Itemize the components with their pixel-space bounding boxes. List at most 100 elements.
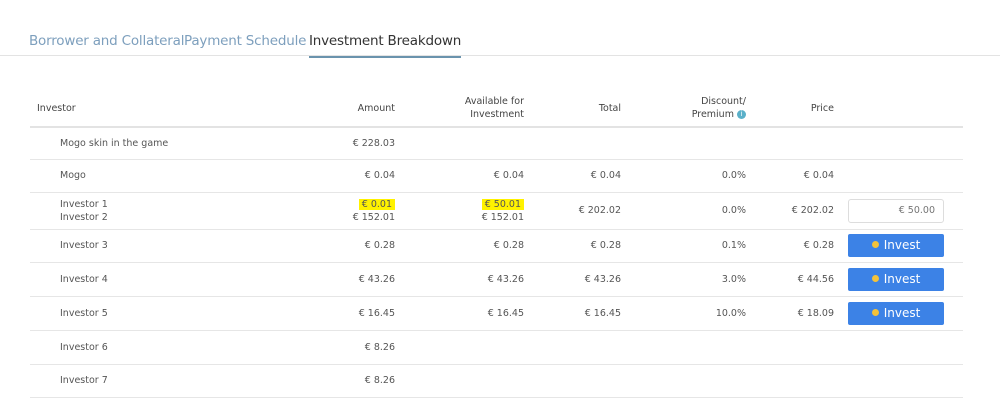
total-cell: € 0.04 <box>525 159 622 193</box>
action-cell: Invest <box>847 262 963 297</box>
price-cell <box>747 127 847 160</box>
invest-label: Invest <box>883 271 921 286</box>
header-price: Price <box>747 90 847 128</box>
investor-cell-value: Mogo skin in the game <box>60 137 169 149</box>
discount-cell <box>622 330 747 365</box>
amount-cell: € 228.03 <box>230 127 396 160</box>
available-cell-value: € 152.01 <box>481 211 524 223</box>
action-cell <box>847 127 963 160</box>
discount-cell <box>622 364 747 398</box>
total-cell: € 43.26 <box>525 262 622 297</box>
invest-button[interactable]: Invest <box>848 234 944 257</box>
tab-investment-breakdown[interactable]: Investment Breakdown <box>309 33 462 58</box>
header-investor: Investor <box>30 90 230 128</box>
discount-cell: 3.0% <box>622 262 747 297</box>
header-discount-line2: Premium <box>691 109 734 120</box>
invest-label: Invest <box>883 305 921 320</box>
investor-cell-value: Mogo <box>60 170 86 181</box>
amount-cell: € 16.45 <box>230 296 396 331</box>
available-cell-value: € 16.45 <box>487 307 524 319</box>
discount-cell: 0.1% <box>622 229 747 263</box>
amount-cell: € 8.26 <box>230 364 396 398</box>
investor-cell: Mogo <box>30 159 230 193</box>
action-cell: Invest <box>847 296 963 331</box>
tab-borrower-collateral[interactable]: Borrower and Collateral <box>29 33 185 49</box>
tab-bar: Borrower and Collateral Payment Schedule… <box>0 0 1000 58</box>
table-row: Investor 3 € 0.28 € 0.28 € 0.28 0.1% € 0.28 In… <box>30 229 963 263</box>
price-cell: € 202.02 <box>747 192 847 230</box>
amount-cell: € 0.01 € 152.01 <box>230 192 396 230</box>
header-available: Available for Investment <box>396 90 525 128</box>
available-cell <box>396 330 525 365</box>
action-cell <box>847 159 963 193</box>
header-available-line1: Available for <box>464 96 524 107</box>
investor-cell-value: Investor 1 <box>60 198 108 210</box>
price-cell: € 18.09 <box>747 296 847 331</box>
discount-cell: 10.0% <box>622 296 747 331</box>
available-cell: € 43.26 <box>396 262 525 297</box>
available-cell-value: € 43.26 <box>487 273 524 285</box>
investor-cell-value: Investor 2 <box>60 211 108 223</box>
amount-cell-value: € 228.03 <box>352 137 395 149</box>
investor-cell-value: Investor 5 <box>60 307 108 319</box>
investor-cell: Investor 3 <box>30 229 230 263</box>
amount-cell-value: € 8.26 <box>364 341 395 353</box>
price-cell: € 0.04 <box>747 159 847 193</box>
table-row: Investor 5 € 16.45 € 16.45 € 16.45 10.0% € 18… <box>30 296 963 331</box>
investment-amount-input[interactable] <box>848 198 944 223</box>
action-cell <box>847 364 963 398</box>
investment-table: Investor Amount Available for Investment … <box>30 90 963 398</box>
table-header: Investor Amount Available for Investment … <box>30 90 963 128</box>
available-cell-value: € 0.28 <box>493 240 524 251</box>
total-cell <box>525 330 622 365</box>
amount-cell-value: € 16.45 <box>358 307 395 319</box>
available-cell: € 16.45 <box>396 296 525 331</box>
investor-cell: Investor 6 <box>30 330 230 365</box>
coin-icon <box>871 274 879 282</box>
available-cell <box>396 127 525 160</box>
header-available-line2: Investment <box>470 109 524 120</box>
info-icon[interactable]: i <box>737 110 746 119</box>
invest-label: Invest <box>883 238 921 252</box>
coin-icon <box>871 241 879 248</box>
amount-cell: € 43.26 <box>230 262 396 297</box>
investor-cell: Investor 5 <box>30 296 230 331</box>
amount-cell-value: € 8.26 <box>364 375 395 386</box>
available-cell <box>396 364 525 398</box>
total-cell: € 16.45 <box>525 296 622 331</box>
invest-button[interactable]: Invest <box>848 267 944 291</box>
available-cell: € 0.28 <box>396 229 525 263</box>
header-action <box>847 90 963 128</box>
investor-cell-value: Investor 7 <box>60 375 108 386</box>
action-cell: Invest <box>847 229 963 263</box>
available-cell-value: € 50.01 <box>481 198 524 210</box>
discount-cell: 0.0% <box>622 159 747 193</box>
price-cell <box>747 330 847 365</box>
amount-cell: € 0.28 <box>230 229 396 263</box>
amount-cell-value: € 152.01 <box>352 211 395 223</box>
price-cell <box>747 364 847 398</box>
table-row: Investor 7 € 8.26 <box>30 364 963 398</box>
price-cell: € 0.28 <box>747 229 847 263</box>
total-cell: € 0.28 <box>525 229 622 263</box>
amount-cell-value: € 0.28 <box>364 240 395 251</box>
header-amount: Amount <box>230 90 396 128</box>
investor-cell-value: Investor 3 <box>60 240 108 251</box>
amount-cell: € 8.26 <box>230 330 396 365</box>
header-discount: Discount/Premium i <box>622 90 747 128</box>
investor-cell: Investor 7 <box>30 364 230 398</box>
investor-cell-value: Investor 6 <box>60 341 108 353</box>
table-row: Investor 4 € 43.26 € 43.26 € 43.26 3.0% € 44.… <box>30 262 963 297</box>
invest-button[interactable]: Invest <box>848 301 944 325</box>
available-cell: € 50.01 € 152.01 <box>396 192 525 230</box>
table-row: Investor 1 Investor 2 € 0.01 € 152.01 € 50.0… <box>30 192 963 230</box>
discount-cell <box>622 127 747 160</box>
amount-cell-value: € 0.04 <box>364 170 395 181</box>
tab-payment-schedule[interactable]: Payment Schedule <box>184 33 307 49</box>
table-row: Mogo € 0.04 € 0.04 € 0.04 0.0% € 0.04 <box>30 159 963 193</box>
total-cell: € 202.02 <box>525 192 622 230</box>
coin-icon <box>871 308 879 316</box>
amount-cell-value: € 43.26 <box>358 273 395 285</box>
action-cell <box>847 192 963 230</box>
available-cell-value: € 0.04 <box>493 170 524 181</box>
